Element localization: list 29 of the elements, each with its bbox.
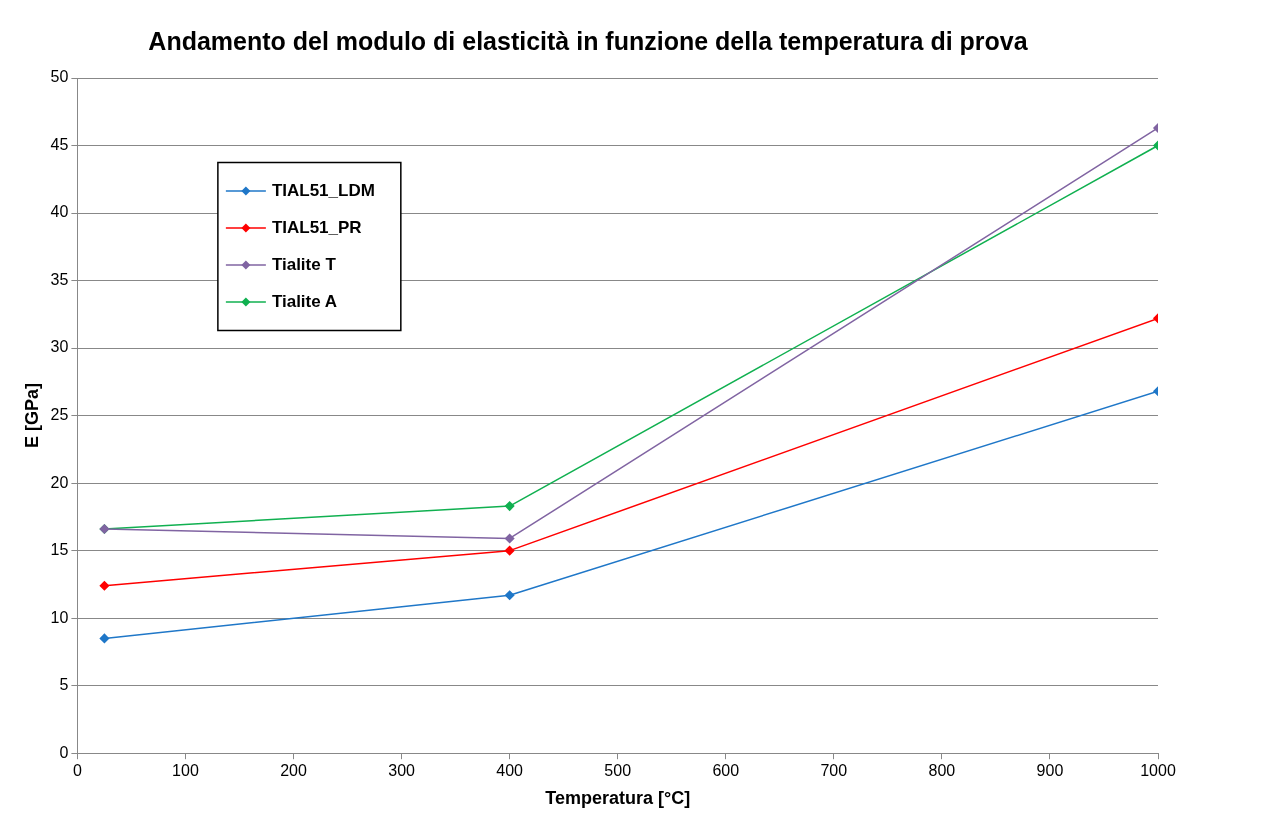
y-tick-label: 5 xyxy=(59,676,69,694)
x-tick-label: 700 xyxy=(820,762,848,780)
y-tick-label: 35 xyxy=(50,270,69,288)
x-tick-label: 500 xyxy=(604,762,632,780)
x-tick-label: 800 xyxy=(928,762,956,780)
y-tick-label: 10 xyxy=(50,608,69,626)
y-tick-label: 45 xyxy=(50,135,69,153)
y-tick-label: 50 xyxy=(50,68,69,86)
x-tick-label: 100 xyxy=(172,762,199,780)
chart-title: Andamento del modulo di elasticità in funzione della temperatura di prova xyxy=(148,26,1029,55)
x-tick-label: 1000 xyxy=(1140,762,1176,780)
x-tick-label: 0 xyxy=(72,762,82,780)
x-tick-label: 900 xyxy=(1036,762,1064,780)
y-tick-label: 15 xyxy=(50,541,69,559)
x-tick-label: 200 xyxy=(280,762,307,780)
x-axis-title: Temperatura [°C] xyxy=(545,788,691,809)
y-tick-label: 20 xyxy=(50,473,69,491)
y-tick-label: 0 xyxy=(59,743,69,761)
y-axis-title: E [GPa] xyxy=(21,383,42,449)
y-tick-label: 30 xyxy=(50,338,69,356)
legend-label: TIAL51_PR xyxy=(271,217,362,237)
legend-label: Tialite T xyxy=(271,254,337,274)
y-tick-label: 25 xyxy=(50,406,69,424)
legend-label: Tialite A xyxy=(271,291,338,311)
x-tick-label: 600 xyxy=(712,762,740,780)
x-tick-label: 300 xyxy=(388,762,416,780)
legend-label: TIAL51_LDM xyxy=(271,180,375,200)
x-tick-label: 400 xyxy=(496,762,524,780)
y-tick-label: 40 xyxy=(50,203,69,221)
